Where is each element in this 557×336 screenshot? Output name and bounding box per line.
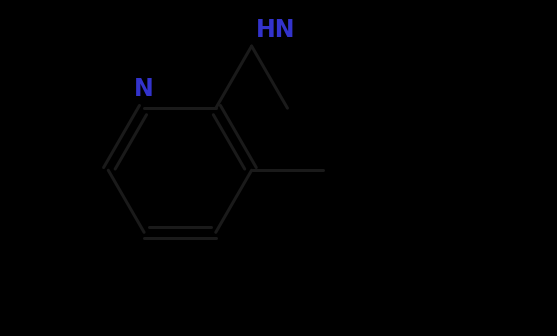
Text: HN: HN [256,17,296,42]
Text: N: N [134,77,154,101]
